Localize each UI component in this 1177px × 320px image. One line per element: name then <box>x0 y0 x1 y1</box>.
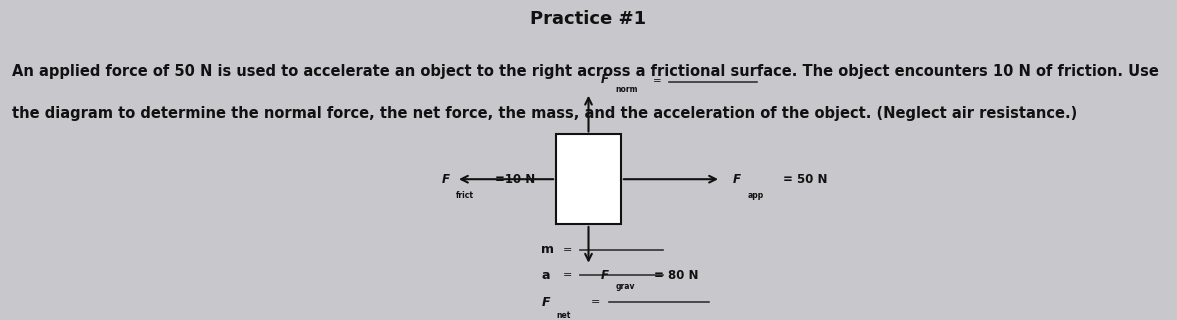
Text: F: F <box>443 173 450 186</box>
Text: a: a <box>541 269 550 282</box>
Text: = 80 N: = 80 N <box>654 269 699 282</box>
Text: m: m <box>541 243 554 256</box>
Text: = 50 N: = 50 N <box>784 173 827 186</box>
Text: app: app <box>749 191 764 200</box>
Text: =: = <box>563 244 572 255</box>
Text: F: F <box>600 269 609 282</box>
Text: An applied force of 50 N is used to accelerate an object to the right across a f: An applied force of 50 N is used to acce… <box>12 64 1158 79</box>
Text: =: = <box>591 297 600 308</box>
Text: grav: grav <box>616 282 636 291</box>
Text: F: F <box>732 173 740 186</box>
Text: norm: norm <box>616 85 638 94</box>
Text: =: = <box>653 76 661 86</box>
Text: F: F <box>541 296 550 309</box>
Text: =: = <box>563 270 572 280</box>
Text: the diagram to determine the normal force, the net force, the mass, and the acce: the diagram to determine the normal forc… <box>12 106 1077 121</box>
Bar <box>556 134 621 224</box>
Text: =10 N: =10 N <box>494 173 536 186</box>
Text: net: net <box>557 311 571 320</box>
Text: frict: frict <box>455 191 474 200</box>
Text: Practice #1: Practice #1 <box>531 10 646 28</box>
Text: F: F <box>600 73 609 86</box>
